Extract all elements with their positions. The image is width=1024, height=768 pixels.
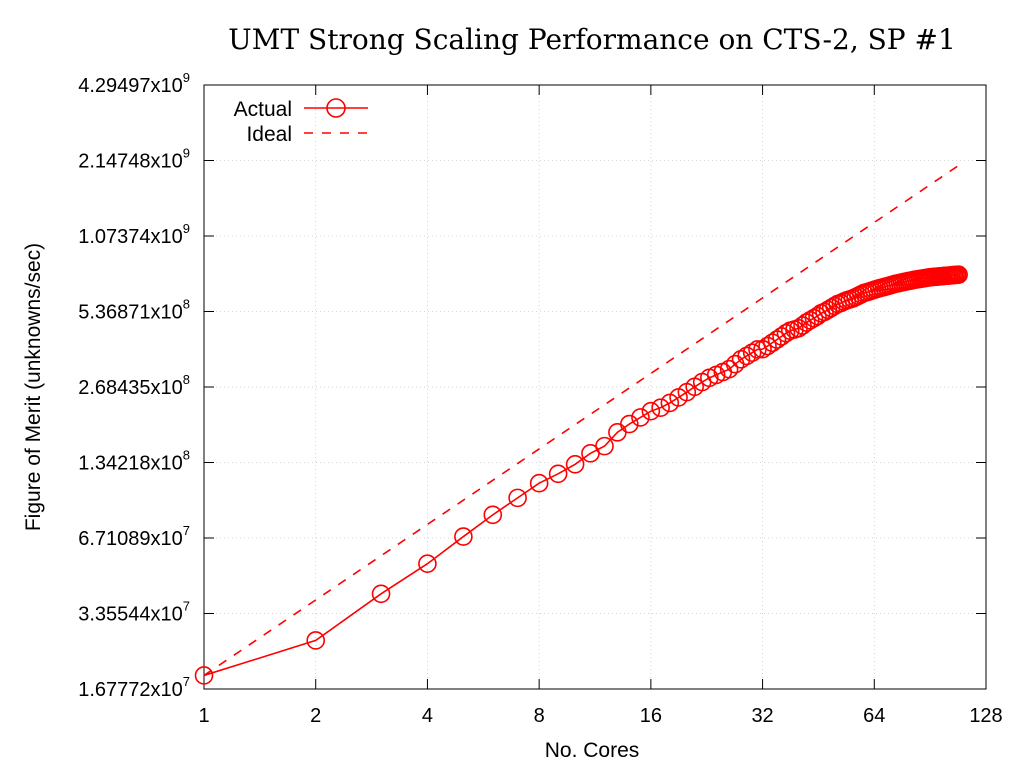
data-point-actual xyxy=(565,455,585,474)
y-tick-label: 6.71089x107 xyxy=(78,523,190,550)
y-tick-label: 1.07374x109 xyxy=(78,221,190,248)
legend-label-actual: Actual xyxy=(234,98,292,121)
data-point-actual xyxy=(454,527,473,546)
y-tick-labels: 1.67772x107 3.35544x107 6.71089x107 1.34218… xyxy=(78,70,190,701)
grid xyxy=(204,85,986,689)
x-tick-labels: 1 2 4 8 16 32 64 128 xyxy=(198,705,1002,727)
data-point-actual xyxy=(737,346,757,366)
y-tick-label: 2.68435x108 xyxy=(78,372,190,399)
data-point-actual xyxy=(631,408,650,427)
x-tick-label: 2 xyxy=(310,705,321,727)
data-point-actual xyxy=(483,505,503,525)
data-point-actual xyxy=(763,333,782,353)
chart-title: UMT Strong Scaling Performance on CTS-2,… xyxy=(228,23,956,56)
legend: Actual Ideal xyxy=(234,98,368,146)
data-point-actual xyxy=(641,401,661,421)
data-point-actual xyxy=(529,473,549,493)
x-axis-label: No. Cores xyxy=(545,739,640,762)
x-tick-label: 1 xyxy=(198,705,209,727)
y-tick-label: 2.14748x109 xyxy=(78,146,190,173)
data-point-actual xyxy=(620,414,639,434)
y-tick-label: 3.35544x107 xyxy=(78,599,190,626)
y-tick-label: 4.29497x109 xyxy=(78,70,190,97)
x-tick-label: 8 xyxy=(534,705,545,727)
series-line-ideal xyxy=(203,164,960,677)
tick-marks xyxy=(203,84,987,690)
data-point-actual xyxy=(651,398,670,417)
x-tick-label: 64 xyxy=(863,705,885,727)
data-point-actual xyxy=(753,339,772,359)
x-tick-label: 32 xyxy=(751,705,773,727)
data-point-actual xyxy=(776,323,796,343)
x-tick-label: 16 xyxy=(640,705,662,727)
y-tick-label: 1.67772x107 xyxy=(78,674,190,701)
data-point-actual xyxy=(742,343,762,362)
data-point-actual xyxy=(548,464,568,484)
legend-marker-actual xyxy=(326,98,346,118)
x-tick-label: 128 xyxy=(969,705,1002,727)
data-point-actual xyxy=(758,336,777,356)
x-tick-label: 4 xyxy=(422,705,433,727)
data-point-actual xyxy=(194,666,214,685)
y-tick-label: 1.34218x108 xyxy=(78,448,190,475)
data-point-actual xyxy=(508,488,527,508)
series-layer xyxy=(194,164,968,685)
legend-label-ideal: Ideal xyxy=(246,123,292,146)
data-point-actual xyxy=(371,584,391,604)
data-point-actual xyxy=(731,350,751,369)
data-point-actual xyxy=(719,359,739,379)
y-tick-label: 5.36871x108 xyxy=(78,297,190,324)
data-point-actual xyxy=(306,631,326,650)
data-point-actual xyxy=(418,554,437,574)
data-point-actual xyxy=(595,436,614,456)
series-line-actual xyxy=(203,273,959,677)
data-point-actual xyxy=(949,265,968,284)
y-axis-label: Figure of Merit (unknowns/sec) xyxy=(22,243,45,531)
